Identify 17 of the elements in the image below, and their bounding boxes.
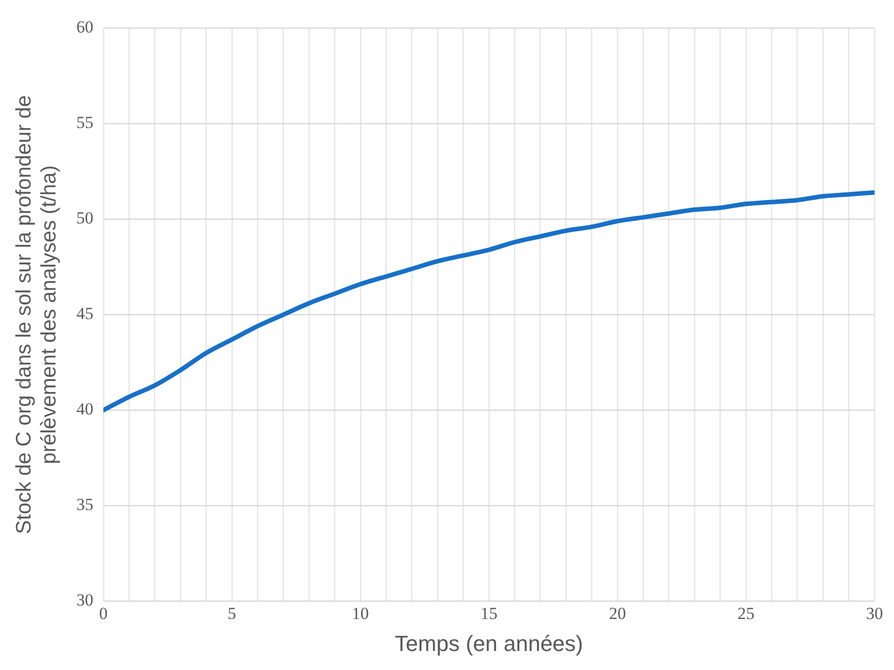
y-axis-title: Stock de C org dans le sol sur la profondeur de prélèvement des analyses (t/ha) xyxy=(12,95,61,534)
y-tick-label: 45 xyxy=(76,304,94,324)
x-tick-label: 15 xyxy=(480,604,498,623)
y-tick-label: 30 xyxy=(76,590,94,610)
x-tick-label: 20 xyxy=(608,604,626,623)
x-tick-label: 25 xyxy=(737,604,754,623)
x-tick-label: 5 xyxy=(228,604,236,623)
y-tick-label: 55 xyxy=(76,113,94,132)
line-series xyxy=(103,190,874,412)
x-tick-label: 30 xyxy=(866,604,883,623)
y-tick-label: 60 xyxy=(76,18,94,37)
x-axis-title: Temps (en années) xyxy=(394,630,584,656)
y-tick-label: 35 xyxy=(76,495,94,514)
y-tick-label: 40 xyxy=(76,400,94,419)
x-tick-label: 0 xyxy=(99,604,108,623)
y-tick-label: 50 xyxy=(76,208,94,228)
x-tick-label: 10 xyxy=(352,604,369,623)
